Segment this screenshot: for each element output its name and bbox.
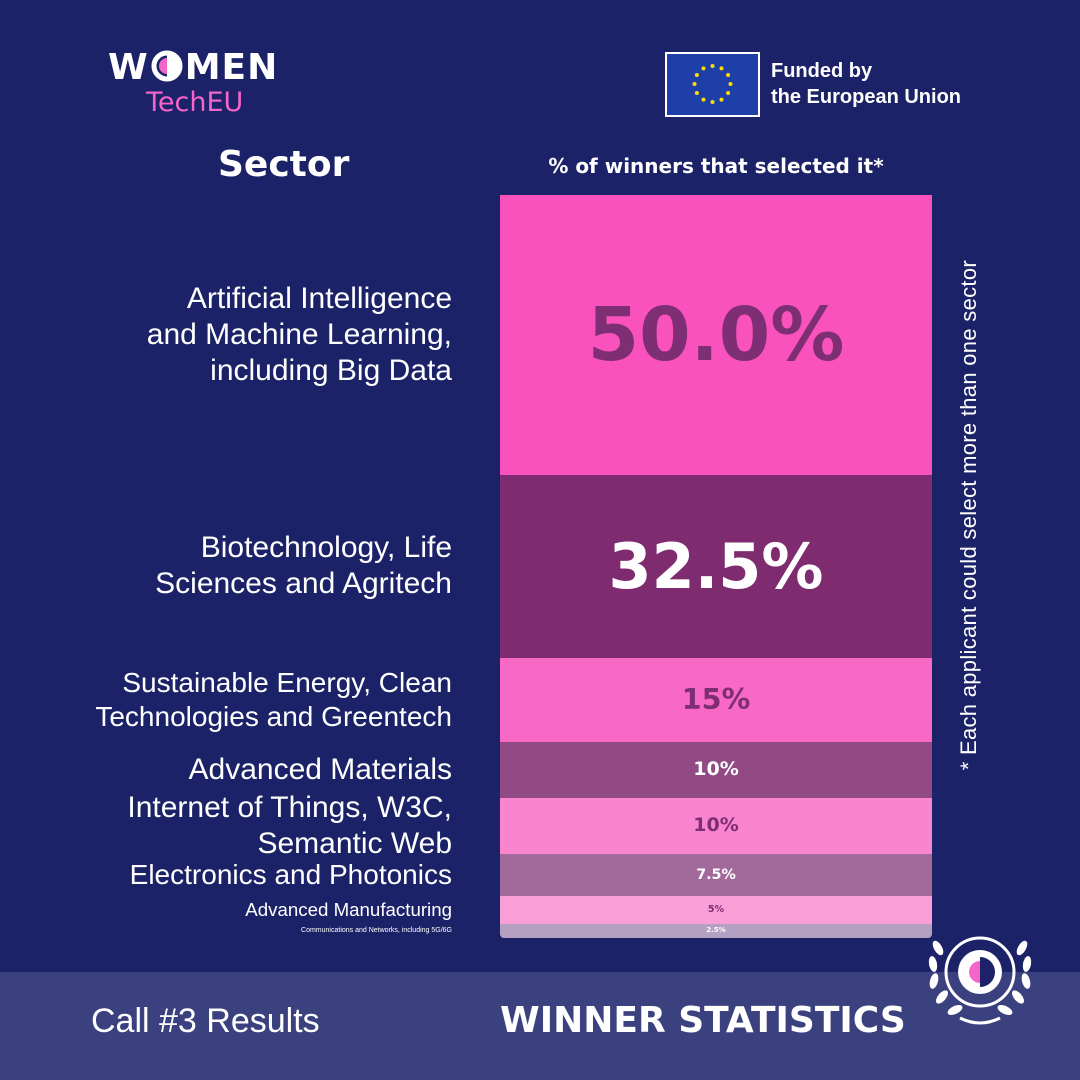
logo-circle-icon (151, 49, 183, 82)
bar-segment: 2.5% (500, 923, 932, 938)
sector-column-header: Sector (218, 144, 350, 185)
bar-value-label: 2.5% (706, 926, 726, 935)
bar-value-label: 32.5% (608, 529, 824, 603)
eu-funding-text: Funded by the European Union (771, 58, 961, 110)
bottom-bar (0, 972, 1080, 1080)
bar-value-label: 7.5% (696, 866, 736, 883)
category-label: Advanced Materials (188, 752, 452, 786)
bar-value-label: 15% (681, 682, 751, 717)
bar-segment: 10% (500, 797, 932, 854)
bar-value-label: 5% (707, 904, 725, 916)
bar-segment: 5% (500, 895, 932, 924)
logo-women-techeu: W MEN (108, 46, 278, 90)
category-label: Sustainable Energy, Clean Technologies a… (95, 667, 452, 732)
winner-statistics-title: WINNER STATISTICS (500, 1000, 906, 1041)
laurel-badge-icon (920, 918, 1040, 1033)
category-label: Internet of Things, W3C, Semantic Web (127, 790, 452, 860)
bar-value-label: 50.0% (587, 292, 845, 379)
bar-segment: 32.5% (500, 475, 932, 658)
bar-segment: 7.5% (500, 853, 932, 896)
logo-w: W (108, 47, 149, 88)
logo-subtitle: TechEU (146, 87, 244, 118)
bar-value-label: 10% (693, 758, 739, 781)
category-label: Electronics and Photonics (129, 859, 452, 891)
category-label: Biotechnology, Life Sciences and Agritec… (155, 531, 452, 601)
category-label: Artificial Intelligence and Machine Lear… (146, 282, 452, 388)
call-label: Call #3 Results (91, 1002, 320, 1040)
category-label: Advanced Manufacturing (245, 898, 452, 920)
eu-flag-icon (665, 52, 760, 117)
eu-funding-line-2: the European Union (771, 86, 961, 108)
bar-segment: 50.0% (500, 195, 932, 476)
bar-segment: 15% (500, 657, 932, 742)
category-label: Communications and Networks, including 5… (301, 926, 452, 934)
bar-value-label: 10% (693, 814, 739, 837)
eu-funding-line-1: Funded by (771, 60, 873, 82)
logo-men: MEN (184, 47, 279, 88)
percent-column-header: % of winners that selected it* (548, 154, 884, 178)
bar-segment: 10% (500, 741, 932, 798)
